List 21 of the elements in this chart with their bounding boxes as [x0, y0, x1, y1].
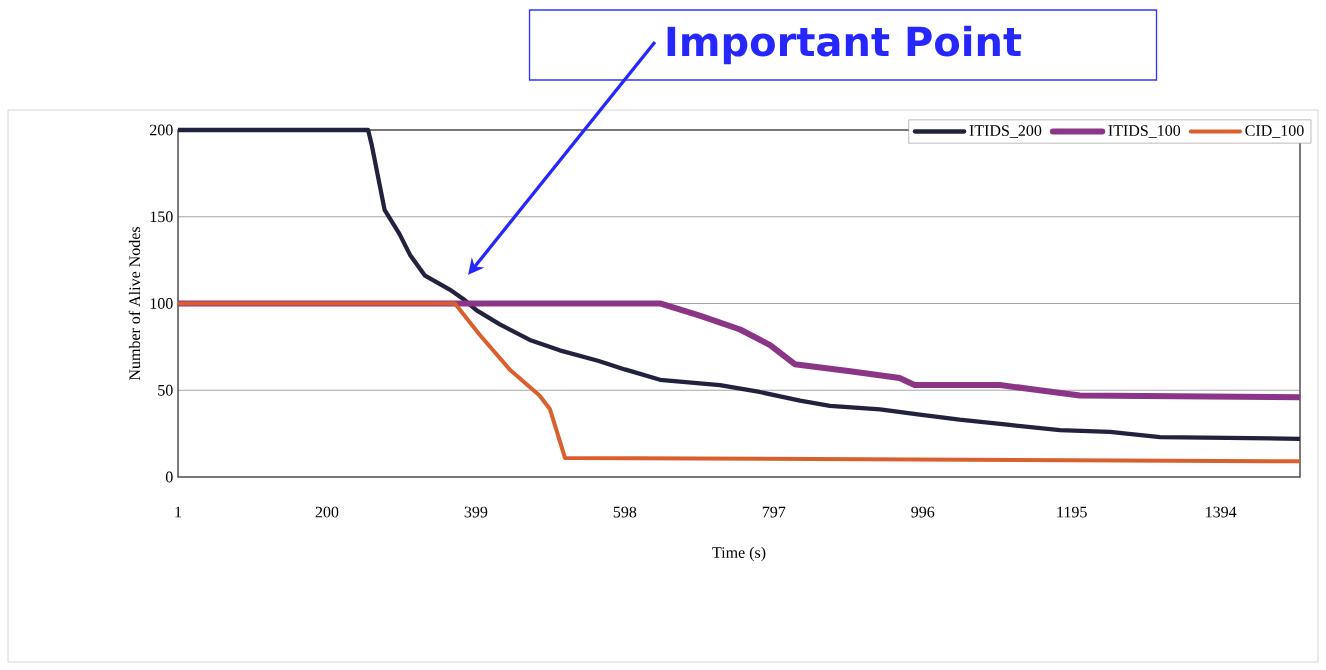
x-tick-label: 200	[315, 506, 339, 518]
y-axis-title: Number of Alive Nodes	[128, 226, 141, 381]
y-tick-label: 150	[150, 211, 173, 223]
x-tick-label: 399	[464, 506, 488, 518]
legend-label: ITIDS_100	[1108, 125, 1181, 138]
x-tick-label: 996	[911, 506, 935, 518]
text: Important Point	[667, 25, 1022, 65]
x-axis-title: Time (s)	[712, 546, 766, 562]
y-tick-label: 200	[150, 124, 173, 136]
x-tick-label: 1195	[1057, 506, 1087, 518]
x-tick-label: 797	[762, 506, 786, 518]
y-tick-label: 0	[165, 471, 173, 483]
x-tick-label: 1	[175, 506, 182, 518]
x-tick-label: 1394	[1206, 506, 1237, 518]
legend-label: ITIDS_200	[969, 125, 1042, 138]
x-tick-label: 598	[613, 506, 637, 518]
line-series	[176, 301, 1303, 464]
legend-label: CID_100	[1245, 125, 1304, 138]
y-tick-label: 50	[158, 384, 173, 396]
y-tick-label: 100	[150, 298, 173, 309]
line-series	[175, 127, 1303, 441]
